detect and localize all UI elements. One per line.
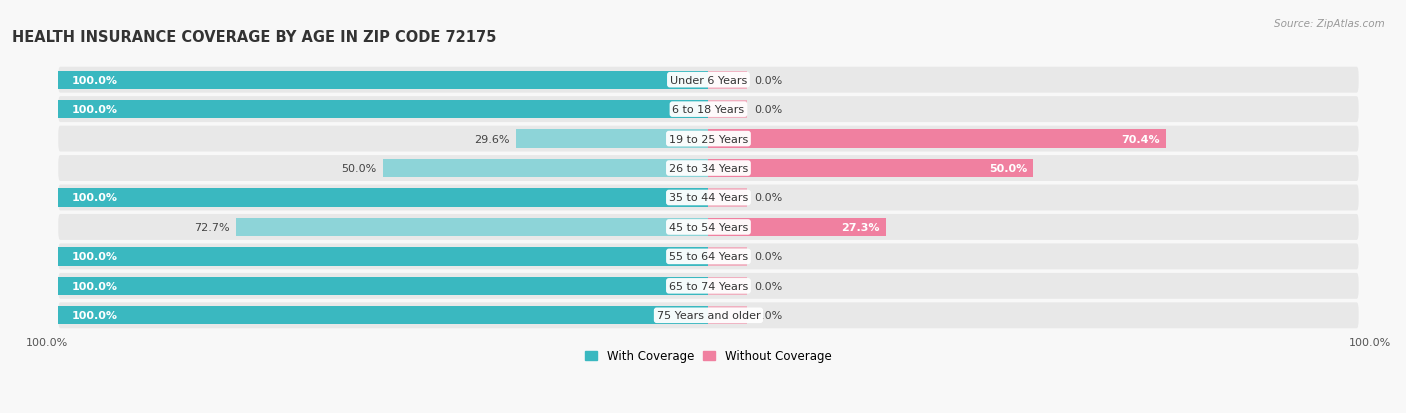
Bar [709,218,886,237]
Text: 26 to 34 Years: 26 to 34 Years [669,164,748,173]
Bar [709,71,748,90]
Text: 29.6%: 29.6% [474,134,509,144]
Text: 100.0%: 100.0% [72,281,117,291]
Text: 35 to 44 Years: 35 to 44 Years [669,193,748,203]
Text: 72.7%: 72.7% [194,223,229,233]
FancyBboxPatch shape [58,273,1358,299]
Text: 50.0%: 50.0% [988,164,1026,173]
Text: 50.0%: 50.0% [342,164,377,173]
Text: 55 to 64 Years: 55 to 64 Years [669,252,748,262]
Text: 0.0%: 0.0% [754,105,782,115]
Text: 0.0%: 0.0% [754,76,782,85]
Text: 70.4%: 70.4% [1121,134,1160,144]
Text: 100.0%: 100.0% [25,337,67,347]
Text: 45 to 54 Years: 45 to 54 Years [669,223,748,233]
Text: 100.0%: 100.0% [1348,337,1391,347]
Text: 75 Years and older: 75 Years and older [657,311,761,320]
Bar [59,248,709,266]
Text: 27.3%: 27.3% [841,223,879,233]
Bar [59,71,709,90]
FancyBboxPatch shape [58,214,1358,240]
Text: 100.0%: 100.0% [72,252,117,262]
Text: 0.0%: 0.0% [754,252,782,262]
Bar [236,218,709,237]
FancyBboxPatch shape [58,303,1358,328]
Text: 100.0%: 100.0% [72,105,117,115]
FancyBboxPatch shape [58,126,1358,152]
FancyBboxPatch shape [58,97,1358,123]
Bar [709,130,1166,148]
Bar [59,306,709,325]
Text: HEALTH INSURANCE COVERAGE BY AGE IN ZIP CODE 72175: HEALTH INSURANCE COVERAGE BY AGE IN ZIP … [13,30,496,45]
FancyBboxPatch shape [58,68,1358,93]
Text: 100.0%: 100.0% [72,311,117,320]
Legend: With Coverage, Without Coverage: With Coverage, Without Coverage [581,344,837,367]
Bar [516,130,709,148]
Text: 65 to 74 Years: 65 to 74 Years [669,281,748,291]
Text: 0.0%: 0.0% [754,193,782,203]
Text: Under 6 Years: Under 6 Years [669,76,747,85]
Text: Source: ZipAtlas.com: Source: ZipAtlas.com [1274,19,1385,28]
Text: 19 to 25 Years: 19 to 25 Years [669,134,748,144]
FancyBboxPatch shape [58,244,1358,270]
FancyBboxPatch shape [58,185,1358,211]
Text: 100.0%: 100.0% [72,76,117,85]
Bar [59,277,709,295]
Text: 100.0%: 100.0% [72,193,117,203]
Bar [59,101,709,119]
Bar [384,159,709,178]
Bar [709,306,748,325]
FancyBboxPatch shape [58,156,1358,182]
Bar [709,101,748,119]
Text: 6 to 18 Years: 6 to 18 Years [672,105,745,115]
Text: 0.0%: 0.0% [754,281,782,291]
Bar [59,189,709,207]
Bar [709,277,748,295]
Bar [709,159,1033,178]
Bar [709,248,748,266]
Text: 0.0%: 0.0% [754,311,782,320]
Bar [709,189,748,207]
